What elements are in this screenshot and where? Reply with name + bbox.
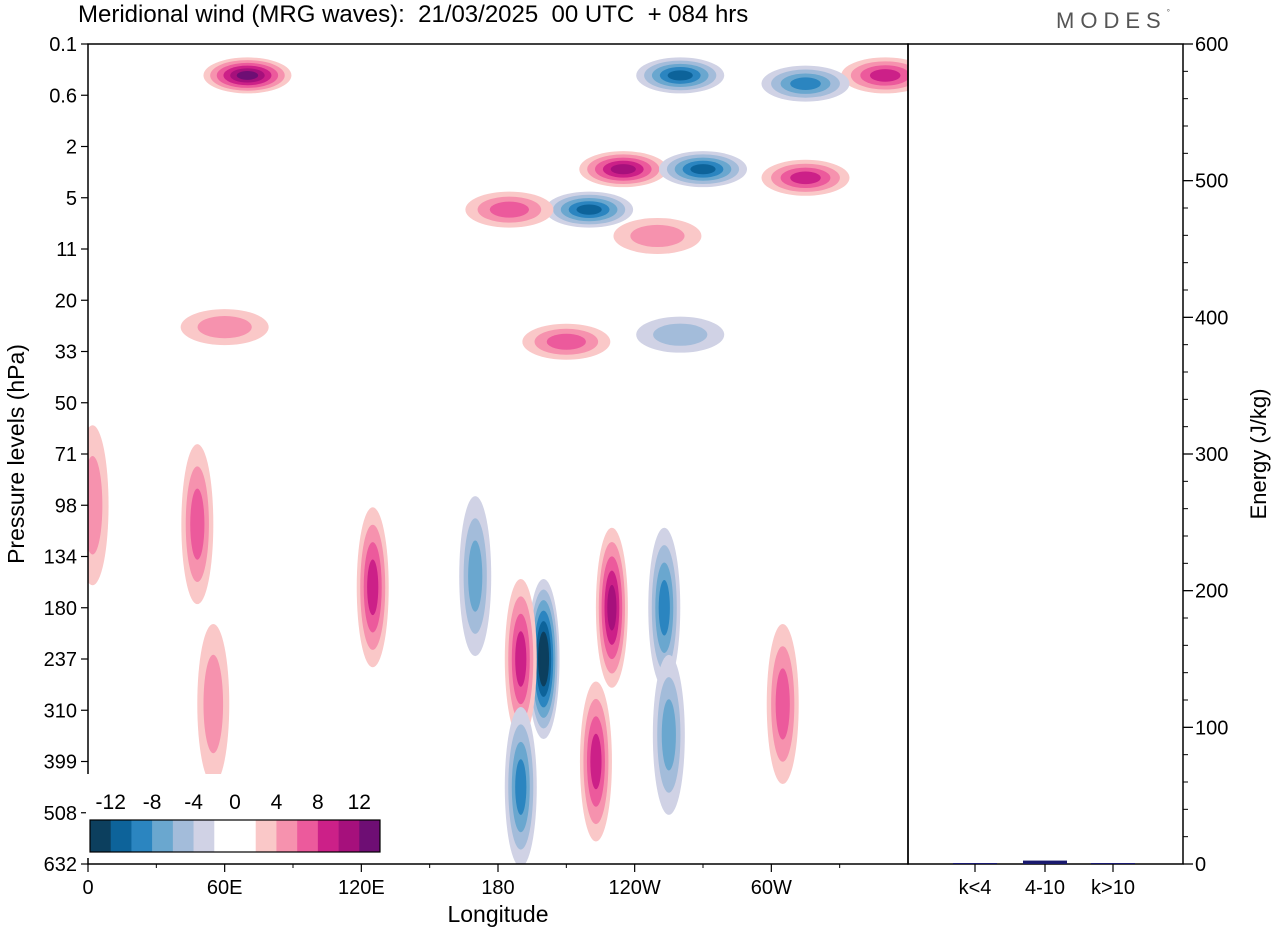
positive-contour: [775, 668, 790, 740]
y-tick-label: 237: [44, 649, 77, 671]
axes: 0.1 0.6 2 5 11 20 33 50 71 98 134 180 237 310 399 508 63…: [3, 34, 1184, 927]
negative-contour: [690, 164, 716, 175]
energy-frame: [907, 43, 1184, 865]
y-tick-label: 2: [66, 137, 77, 159]
x-tick-label: 60W: [751, 877, 792, 899]
energy-y-tick-label: 0: [1195, 854, 1206, 876]
colorbar-swatch: [214, 820, 236, 852]
negative-contour: [667, 70, 693, 81]
positive-contour: [590, 733, 602, 790]
energy-y-tick-label: 500: [1195, 171, 1228, 193]
energy-category-label: k>10: [1091, 877, 1135, 899]
colorbar-swatch: [193, 820, 215, 852]
colorbar-tick-label: 12: [348, 791, 371, 814]
x-tick-label: 120E: [338, 877, 385, 899]
y-tick-label: 50: [55, 393, 77, 415]
colorbar-swatch: [235, 820, 257, 852]
colorbar-tick-label: 8: [312, 791, 324, 814]
energy-axis-label: Energy (J/kg): [1246, 389, 1271, 520]
positive-contour: [190, 488, 205, 560]
x-tick-label: 180: [481, 877, 514, 899]
positive-contour: [236, 71, 259, 80]
colorbar-tick-label: -4: [184, 791, 203, 814]
y-tick-label: 0.6: [49, 85, 77, 107]
energy-category-label: k<4: [959, 877, 992, 899]
y-tick-label: 180: [44, 598, 77, 620]
colorbar-swatch: [110, 820, 132, 852]
y-tick-label: 508: [44, 803, 77, 825]
colorbar-swatch: [255, 820, 277, 852]
energy-panel: 0 100 200 300 400 500 600 k<4 4-10 k>10 Energy (J/…: [953, 34, 1271, 899]
y-tick-label: 134: [44, 547, 77, 569]
negative-contour: [653, 323, 708, 346]
x-tick-label: 60E: [207, 877, 243, 899]
y-tick-label: 0.1: [49, 34, 77, 56]
colorbar-swatch: [152, 820, 174, 852]
colorbar-frame: [89, 819, 381, 853]
energy-y-tick-label: 600: [1195, 34, 1228, 56]
negative-contour: [468, 540, 483, 612]
colorbar-swatch: [276, 820, 298, 852]
positive-contour: [515, 631, 527, 687]
colorbar-tick-label: -12: [96, 791, 126, 814]
positive-contour: [869, 69, 901, 82]
negative-contour: [515, 759, 527, 815]
chart-title: Meridional wind (MRG waves): 21/03/2025 …: [78, 1, 749, 28]
energy-y-tick-label: 400: [1195, 307, 1228, 329]
colorbar-swatch: [90, 820, 112, 852]
positive-contour: [197, 316, 252, 339]
y-tick-label: 11: [56, 239, 77, 261]
positive-contour: [610, 164, 636, 175]
colorbar-tick-label: -8: [143, 791, 162, 814]
y-tick-label: 5: [66, 188, 77, 210]
negative-contour: [790, 77, 821, 90]
negative-contour: [540, 642, 547, 676]
negative-contour: [576, 204, 602, 215]
energy-bar: [1023, 860, 1067, 864]
positive-contour: [607, 584, 617, 631]
colorbar: -12 -8 -4 0 4 8 12: [86, 774, 384, 858]
x-tick-label: 120W: [609, 877, 661, 899]
energy-y-tick-label: 100: [1195, 717, 1228, 739]
colorbar-swatch: [172, 820, 194, 852]
colorbar-swatch: [131, 820, 153, 852]
colorbar-tick-label: 0: [229, 791, 241, 814]
positive-contour: [88, 456, 103, 555]
x-axis-label: Longitude: [447, 901, 548, 927]
y-axis-label: Pressure levels (hPa): [3, 344, 29, 564]
heatmap-panel: [88, 44, 908, 864]
x-tick-label: 0: [82, 877, 93, 899]
positive-contour: [203, 654, 224, 754]
colorbar-swatch: [359, 820, 381, 852]
positive-contour: [367, 559, 379, 616]
positive-contour: [489, 201, 529, 218]
y-tick-label: 71: [55, 444, 77, 466]
y-tick-label: 20: [55, 290, 77, 312]
negative-contour: [658, 579, 670, 636]
energy-bar: [953, 863, 997, 864]
y-tick-label: 399: [44, 752, 77, 774]
energy-bar: [1091, 863, 1135, 864]
y-tick-label: 632: [44, 854, 77, 876]
positive-contour: [790, 171, 821, 185]
energy-category-label: 4-10: [1025, 877, 1065, 899]
positive-contour: [630, 224, 685, 248]
negative-contour: [661, 699, 676, 771]
y-tick-label: 310: [44, 700, 77, 722]
colorbar-tick-label: 4: [271, 791, 283, 814]
colorbar-swatch: [338, 820, 360, 852]
y-tick-label: 98: [55, 495, 77, 517]
positive-contour: [546, 333, 586, 350]
energy-y-tick-label: 300: [1195, 444, 1228, 466]
y-tick-label: 33: [55, 342, 77, 364]
energy-y-tick-label: 200: [1195, 581, 1228, 603]
modes-logo: MODES°: [1056, 8, 1170, 33]
colorbar-swatch: [297, 820, 319, 852]
colorbar-swatch: [317, 820, 339, 852]
